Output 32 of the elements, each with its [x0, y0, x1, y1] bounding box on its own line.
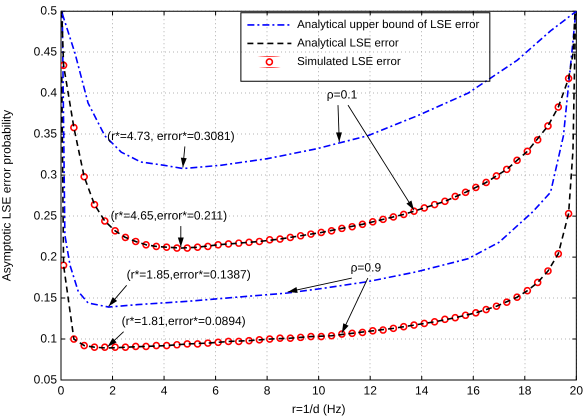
y-tick-label: 0.4 [40, 85, 58, 100]
y-tick-label: 0.05 [34, 372, 58, 386]
x-axis-title: r=1/d (Hz) [292, 402, 346, 416]
x-tick-label: 12 [364, 384, 378, 398]
annotation: (r*=1.81,error*=0.0894) [122, 314, 246, 328]
x-tick-label: 8 [264, 384, 271, 398]
y-tick-label: 0.25 [34, 208, 58, 222]
x-tick-label: 0 [58, 384, 65, 398]
annotation: (r*=1.85,error*=0.1387) [126, 268, 251, 282]
y-tick-label: 0.1 [40, 331, 58, 346]
legend-label: Analytical upper bound of LSE error [297, 19, 480, 32]
y-tick-label: 0.15 [34, 290, 58, 304]
y-tick-label: 0.2 [40, 249, 58, 264]
annotation: ρ=0.1 [326, 87, 358, 102]
x-tick-label: 20 [570, 384, 584, 398]
annotation: (r*=4.73, error*=0.3081) [107, 128, 235, 143]
x-tick-label: 2 [109, 384, 116, 398]
legend-label: Simulated LSE error [297, 56, 401, 68]
y-tick-label: 0.3 [40, 167, 58, 182]
y-tick-label: 0.35 [34, 126, 58, 140]
y-tick-label: 0.5 [40, 4, 58, 18]
annotation: ρ=0.9 [350, 260, 382, 274]
x-tick-label: 16 [466, 384, 480, 398]
annotation: (r*=4.65,error*=0.211) [110, 208, 228, 222]
x-tick-label: 4 [160, 384, 168, 398]
y-axis-title: Asymptotic LSE error probability [0, 110, 14, 282]
x-tick-label: 6 [212, 384, 220, 398]
y-tick-label: 0.45 [34, 44, 58, 58]
x-tick-label: 14 [415, 384, 429, 398]
legend-label: Analytical LSE error [297, 38, 399, 50]
x-tick-label: 18 [518, 384, 532, 398]
x-tick-label: 10 [312, 384, 326, 398]
